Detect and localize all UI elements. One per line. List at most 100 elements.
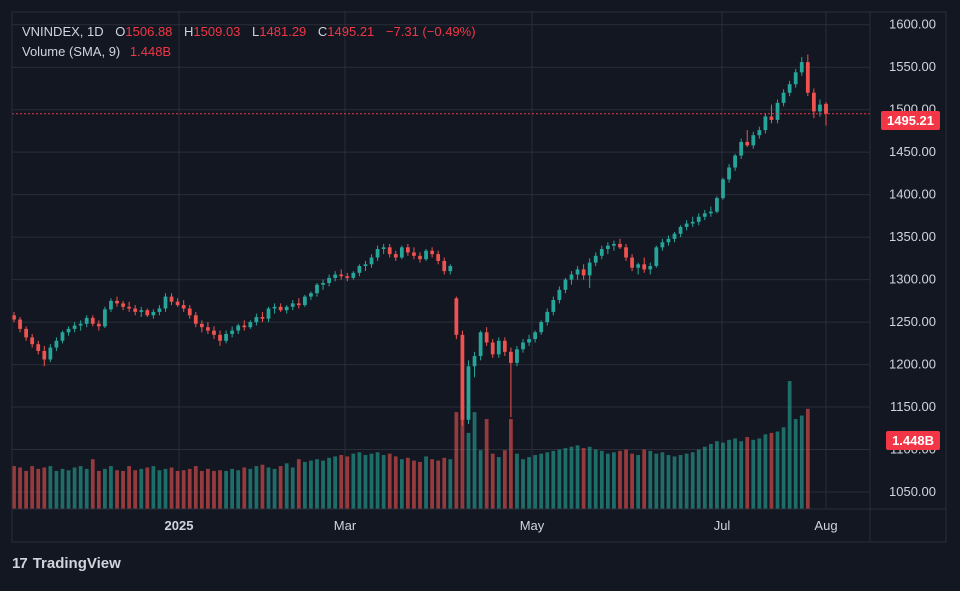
candle-body [539,322,544,333]
price-tick-label: 1200.00 [889,357,936,372]
price-tick-label: 1550.00 [889,59,936,74]
volume-bar [224,470,228,509]
volume-bar [212,470,216,509]
candle-body [708,211,713,214]
volume-bar [775,431,780,509]
candle-body [690,221,695,224]
candle-body [224,333,228,341]
candle-body [72,325,77,329]
candle-body [490,342,495,355]
candle-body [787,84,792,93]
candle-body [454,298,459,335]
volume-bar [605,453,610,509]
volume-bar [442,457,447,509]
candle-body [339,274,344,277]
candle-body [448,266,453,272]
candle-body [296,303,301,306]
volume-bar [581,448,586,509]
volume-bar [363,455,368,509]
candle-body [333,274,338,278]
volume-bar [478,450,483,509]
volume-bar [502,450,507,509]
volume-bar [557,449,562,509]
price-tick-label: 1400.00 [889,187,936,202]
volume-bar [206,468,210,509]
volume-bar [630,453,634,509]
candle-body [375,249,380,258]
candle-body [799,62,804,73]
candle-body [133,308,138,312]
symbol-label[interactable]: VNINDEX [22,24,80,39]
candle-body [103,309,107,327]
candle-body [472,356,477,367]
candle-body [345,276,350,278]
volume-bar [563,448,568,509]
candle-body [109,300,113,310]
volume-bar [42,467,47,509]
volume-bar [418,461,422,509]
volume-bar [393,456,398,509]
volume-bar [242,467,247,509]
candle-body [818,104,822,112]
candle-body [684,223,689,227]
candle-body [636,264,641,268]
candle-body [666,238,671,243]
volume-bar [454,412,459,509]
volume-bar [521,459,525,509]
volume-bar [272,468,277,509]
candle-body [745,141,750,146]
volume-bar [163,468,168,509]
volume-bar [175,470,180,509]
volume-bar [460,398,465,509]
price-tick-label: 1450.00 [889,144,936,159]
candle-body [618,243,622,248]
volume-bar [757,438,762,509]
time-tick-label: Mar [334,518,357,533]
candle-body [24,328,28,338]
volume-bar [793,419,798,509]
last-price-tag: 1495.21 [881,111,940,130]
time-axis[interactable]: 2025 Mar May Jul Aug [165,518,838,533]
price-axis[interactable]: 1600.001550.001500.001450.001400.001350.… [889,17,936,499]
candle-body [721,179,725,199]
volume-bar [533,455,538,509]
volume-bars [12,381,810,509]
tradingview-brand[interactable]: 17 TradingView [12,555,121,572]
candle-body [393,254,398,258]
ohlc-legend: VNINDEX, 1D O1506.88 H1509.03 L1481.29 C… [22,24,476,39]
candle-body [48,347,53,360]
time-tick-label: Jul [714,518,731,533]
volume-bar [103,468,107,509]
candle-body [151,311,156,316]
candle-body [569,274,574,280]
candle-body [624,247,628,258]
candle-body [484,332,489,343]
volume-bar [575,445,580,509]
volume-bar [96,470,101,509]
candle-body [193,315,198,324]
volume-bar [509,419,513,509]
candle-body [236,325,241,331]
volume-bar [254,466,259,509]
candle-body [254,316,259,323]
candle-body [751,135,756,146]
candle-body [327,277,331,284]
candle-body [163,296,168,309]
volume-bar [642,449,647,509]
low-label: L [252,24,260,39]
volume-bar [321,460,325,509]
interval-label[interactable]: 1D [87,24,104,39]
volume-bar [672,456,677,509]
candle-body [406,247,410,253]
candle-body [727,167,731,180]
volume-bar [715,441,719,509]
volume-legend: Volume (SMA, 9) 1.448B [22,44,171,59]
volume-bar [696,449,701,509]
volume-bar [236,470,241,509]
volume-bar [66,470,71,509]
volume-bar [484,419,489,509]
candle-body [696,216,701,222]
candle-body [218,334,222,341]
volume-indicator-label[interactable]: Volume (SMA, 9) [22,44,121,59]
